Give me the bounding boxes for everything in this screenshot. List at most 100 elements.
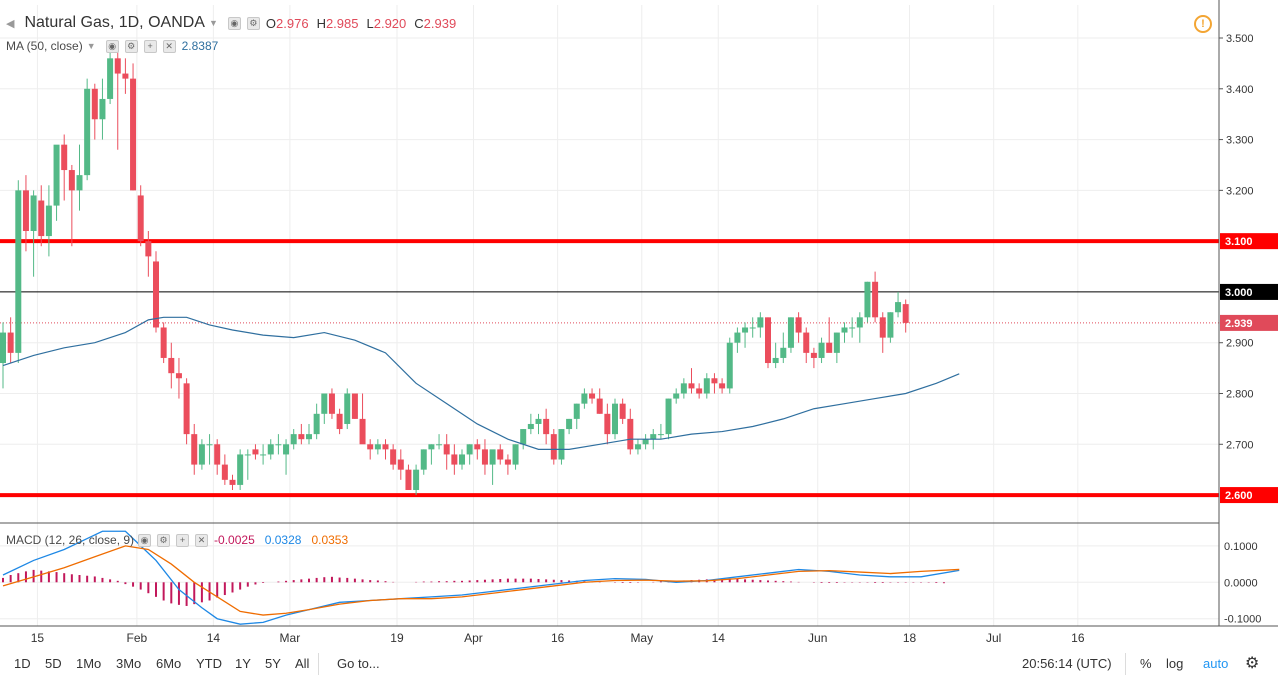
time-tick-label: Jul: [986, 631, 1001, 645]
open-value: 2.976: [276, 15, 309, 31]
timeframe-1d[interactable]: 1D: [14, 656, 31, 671]
candle-body: [719, 383, 726, 389]
alert-icon[interactable]: !: [1194, 15, 1212, 33]
candle-body: [413, 469, 420, 490]
close-icon[interactable]: ✕: [162, 39, 176, 53]
candle-body: [206, 444, 213, 446]
settings-icon[interactable]: ⚙: [246, 16, 260, 30]
macd-tick-label: -0.1000: [1224, 614, 1261, 626]
eye-icon[interactable]: ◉: [105, 39, 119, 53]
candle-body: [803, 332, 810, 353]
candle-body: [841, 327, 848, 333]
settings-icon[interactable]: ⚙: [124, 39, 138, 53]
plus-icon[interactable]: +: [176, 533, 190, 547]
candle-body: [130, 78, 137, 191]
candle-body: [742, 327, 749, 333]
candle-body: [267, 444, 274, 455]
low-value: 2.920: [373, 15, 407, 31]
ma50-line: [2, 316, 960, 450]
symbol-title[interactable]: Natural Gas, 1D, OANDA: [24, 14, 205, 31]
price-tick-label: 3.300: [1226, 135, 1254, 147]
price-label-box: [1220, 283, 1278, 300]
candle-body: [650, 434, 657, 440]
log-toggle[interactable]: log: [1166, 656, 1184, 671]
price-axis-background: [1219, 0, 1278, 626]
close-icon[interactable]: ✕: [195, 533, 209, 547]
price-label-box: [1220, 314, 1278, 331]
chevron-down-icon[interactable]: ▼: [86, 41, 96, 51]
ma-label[interactable]: MA (50, close): [6, 39, 83, 53]
collapse-chevron-icon[interactable]: ◀: [6, 17, 15, 30]
candle-body: [68, 170, 75, 191]
plus-icon[interactable]: +: [143, 39, 157, 53]
bottom-toolbar: 1D 5D 1Mo 3Mo 6Mo YTD 1Y 5Y All Go to...…: [0, 651, 1278, 686]
axes: 2.700 2.800 2.900 3.200 3.300 3.400 3.500 0.100…: [0, 0, 1278, 645]
candle-body: [428, 444, 435, 450]
candle-body: [497, 449, 504, 460]
macd-hist-value: -0.0025: [214, 533, 255, 547]
price-label-box: [1220, 487, 1278, 504]
timeframe-1y[interactable]: 1Y: [235, 656, 251, 671]
candle-body: [122, 73, 129, 79]
candle-body: [76, 175, 83, 191]
goto-button[interactable]: Go to...: [337, 656, 380, 671]
candle-body: [703, 378, 710, 394]
timeframe-6mo[interactable]: 6Mo: [156, 656, 182, 671]
candle-body: [688, 383, 695, 389]
chevron-down-icon[interactable]: ▼: [208, 18, 218, 28]
timeframe-ytd[interactable]: YTD: [196, 656, 222, 671]
time-tick-label: Jun: [808, 631, 827, 645]
candle-body: [749, 327, 756, 329]
candle-body: [849, 327, 856, 329]
percent-toggle[interactable]: %: [1140, 656, 1152, 671]
time-tick-label: Mar: [280, 631, 301, 645]
candle-body: [0, 332, 6, 364]
candle-body: [382, 444, 389, 450]
candle-body: [244, 454, 251, 456]
open-label: O: [265, 15, 277, 31]
time-tick-label: 19: [390, 631, 404, 645]
candle-body: [726, 342, 733, 389]
candle-body: [634, 444, 641, 450]
time-tick-label: Feb: [127, 631, 148, 645]
timeframe-all[interactable]: All: [295, 656, 310, 671]
candle-body: [405, 469, 412, 490]
candle-body: [30, 195, 37, 231]
time-tick-label: 18: [903, 631, 917, 645]
candle-body: [436, 444, 443, 446]
candle-body: [558, 429, 565, 460]
candle-body: [137, 195, 144, 242]
timeframe-1mo[interactable]: 1Mo: [76, 656, 102, 671]
eye-icon[interactable]: ◉: [138, 533, 152, 547]
eye-icon[interactable]: ◉: [227, 16, 241, 30]
candle-body: [321, 393, 328, 414]
macd-tick-label: 0.1000: [1224, 541, 1258, 553]
candle-body: [895, 302, 902, 313]
candle-body: [887, 312, 894, 338]
gear-icon[interactable]: ⚙: [1245, 655, 1260, 672]
time-tick-label: 16: [551, 631, 565, 645]
candle-body: [459, 454, 465, 465]
candle-body: [306, 434, 312, 440]
timeframe-5y[interactable]: 5Y: [265, 656, 281, 671]
candle-body: [619, 403, 626, 419]
grid: [0, 5, 1219, 626]
timeframe-5d[interactable]: 5D: [45, 656, 62, 671]
candle-body: [198, 444, 205, 465]
candle-body: [466, 444, 473, 455]
candle-body: [153, 261, 159, 328]
candle-body: [390, 449, 397, 465]
candle-body: [84, 88, 91, 176]
macd-label[interactable]: MACD (12, 26, close, 9): [6, 533, 135, 547]
auto-toggle[interactable]: auto: [1203, 656, 1229, 671]
candle-body: [367, 444, 374, 450]
settings-icon[interactable]: ⚙: [157, 533, 171, 547]
horizontal-lines: [0, 239, 1219, 498]
candle-body: [757, 317, 764, 328]
candle-body: [328, 393, 335, 414]
timeframe-3mo[interactable]: 3Mo: [116, 656, 142, 671]
candle-body: [902, 304, 909, 323]
